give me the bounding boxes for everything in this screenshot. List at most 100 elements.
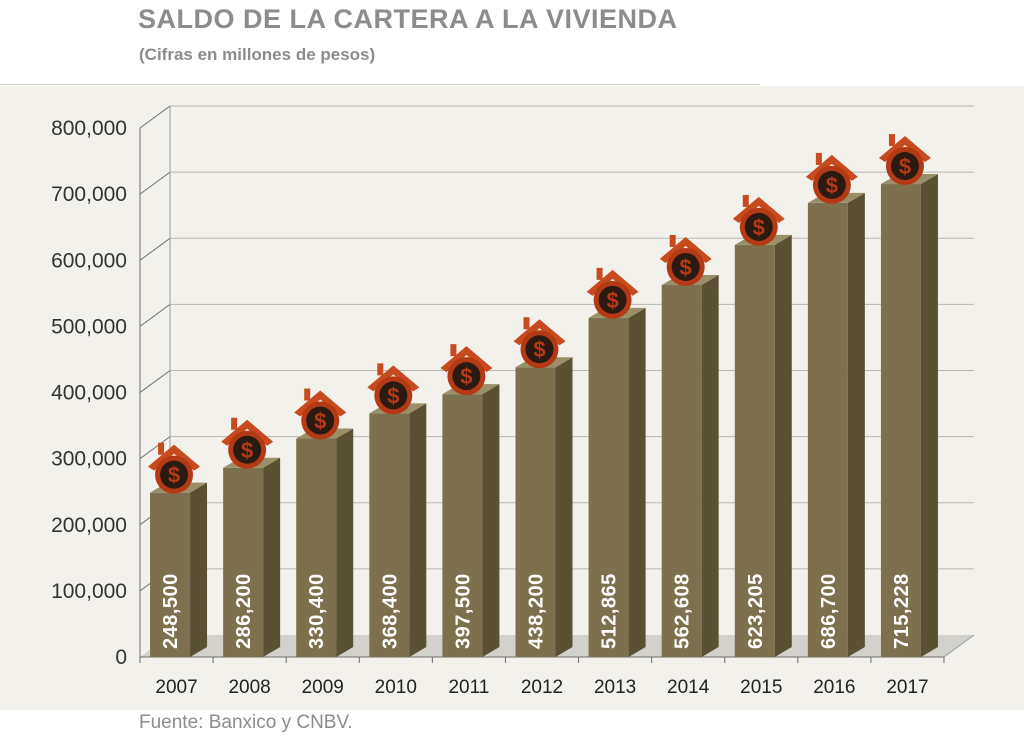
- coin-inner-icon: [744, 212, 773, 241]
- chimney-icon: [377, 363, 384, 376]
- dollar-sign-icon: $: [168, 463, 180, 488]
- bar-side: [482, 384, 500, 657]
- bar-side: [409, 403, 427, 657]
- chimney-icon: [523, 317, 530, 330]
- y-tick-label: 600,000: [51, 249, 127, 272]
- x-tick-label: 2010: [375, 677, 417, 698]
- house-dollar-icon: $: [732, 194, 785, 246]
- bar-front: [515, 367, 556, 657]
- house-dollar-icon: $: [586, 267, 639, 319]
- x-tick-label: 2016: [813, 677, 855, 698]
- bar-side: [774, 234, 792, 657]
- chart-title: SALDO DE LA CARTERA A LA VIVIENDA: [138, 4, 678, 34]
- y-tick-label: 500,000: [51, 315, 127, 338]
- coin-inner-icon: [379, 381, 408, 410]
- bar-2010: 368,400 $: [367, 363, 427, 657]
- bar-side: [555, 357, 573, 657]
- dollar-sign-icon: $: [241, 438, 253, 463]
- y-tick-label: 300,000: [51, 448, 127, 471]
- chimney-icon: [304, 388, 311, 401]
- dollar-sign-icon: $: [899, 154, 911, 179]
- dollar-sign-icon: $: [680, 255, 692, 280]
- gridline-depth: [139, 303, 171, 327]
- coin-inner-icon: [160, 460, 189, 489]
- dollar-sign-icon: $: [314, 409, 326, 434]
- house-dollar-icon: $: [440, 344, 493, 396]
- x-tick-label: 2014: [667, 677, 710, 698]
- bar-front: [369, 413, 410, 657]
- house-dollar-icon: $: [805, 152, 858, 204]
- coin-inner-icon: [817, 170, 846, 199]
- bar-front: [588, 317, 629, 657]
- house-dollar-icon: $: [513, 317, 566, 369]
- coin-inner-icon: [452, 362, 481, 391]
- bar-front: [880, 184, 921, 657]
- x-tick-label: 2008: [228, 677, 270, 698]
- coin-inner-icon: [233, 435, 262, 464]
- gridline-depth: [139, 105, 171, 129]
- coin-inner-icon: [598, 285, 627, 314]
- x-axis-depth-line: [943, 634, 975, 658]
- house-dollar-icon: $: [221, 417, 274, 469]
- data-label: 248,500: [160, 573, 182, 649]
- bar-2012: 438,200 $: [513, 317, 573, 657]
- bar-2016: 686,700 $: [805, 152, 865, 658]
- house-dollar-icon: $: [367, 363, 420, 415]
- gridline-depth: [139, 237, 171, 261]
- title-divider: [0, 84, 760, 85]
- chart-subtitle: (Cifras en millones de pesos): [139, 45, 376, 64]
- dollar-sign-icon: $: [533, 337, 545, 362]
- bar-front: [734, 244, 775, 657]
- chimney-icon: [815, 152, 822, 165]
- source-note: Fuente: Banxico y CNBV.: [139, 712, 353, 733]
- coin-inner-icon: [306, 406, 335, 435]
- bar-front: [661, 284, 702, 657]
- x-tick-label: 2017: [886, 677, 928, 698]
- bar-2008: 286,200 $: [221, 417, 281, 657]
- chimney-icon: [742, 194, 749, 207]
- dollar-sign-icon: $: [753, 215, 765, 240]
- house-dollar-icon: $: [659, 234, 712, 286]
- y-tick-label: 100,000: [51, 580, 127, 603]
- bar-side: [263, 457, 281, 657]
- bar-side: [336, 428, 354, 657]
- data-label: 512,865: [599, 573, 621, 649]
- x-tick-label: 2009: [302, 677, 344, 698]
- chimney-icon: [596, 267, 603, 280]
- chimney-icon: [231, 417, 238, 430]
- gridline-depth: [139, 370, 171, 393]
- bar-side: [847, 192, 865, 658]
- data-label: 397,500: [452, 573, 474, 649]
- x-tick-label: 2015: [740, 677, 782, 698]
- coin-inner-icon: [525, 335, 554, 364]
- bar-front: [442, 394, 483, 657]
- house-dollar-icon: $: [294, 388, 347, 440]
- bar-2009: 330,400 $: [294, 388, 354, 657]
- bar-front: [807, 202, 848, 658]
- data-label: 623,205: [745, 573, 767, 649]
- coin-inner-icon: [890, 152, 919, 181]
- bar-side: [920, 174, 938, 657]
- x-tick-label: 2007: [155, 677, 197, 698]
- bar-side: [190, 482, 208, 657]
- dollar-sign-icon: $: [606, 288, 618, 313]
- data-label: 686,700: [818, 573, 840, 649]
- bar-2013: 512,865 $: [586, 267, 646, 657]
- bar-2017: 715,228 $: [878, 134, 938, 657]
- gridline-depth: [139, 436, 171, 460]
- bar-2014: 562,608 $: [659, 234, 719, 657]
- data-label: 438,200: [526, 573, 548, 649]
- bar-2007: 248,500 $: [148, 442, 208, 657]
- coin-inner-icon: [671, 252, 700, 281]
- chimney-icon: [888, 134, 895, 147]
- bar-front: [223, 467, 264, 657]
- data-label: 286,200: [233, 573, 255, 649]
- chimney-icon: [669, 234, 676, 247]
- y-tick-label: 400,000: [51, 382, 127, 405]
- x-tick-label: 2011: [448, 677, 489, 698]
- house-dollar-icon: $: [878, 134, 931, 186]
- bar-side: [701, 274, 719, 657]
- dollar-sign-icon: $: [387, 383, 399, 408]
- bar-2015: 623,205 $: [732, 194, 792, 657]
